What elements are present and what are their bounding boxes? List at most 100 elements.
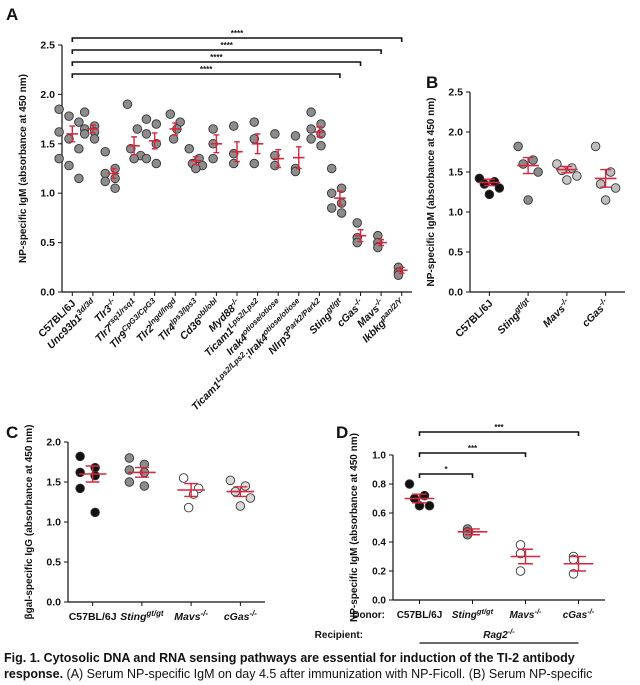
x-tick-label: Mavs-/- xyxy=(509,607,542,622)
data-point xyxy=(191,163,201,174)
data-point xyxy=(533,167,543,177)
data-point xyxy=(184,143,194,154)
data-point xyxy=(523,195,533,205)
label-superscript: -/- xyxy=(534,607,542,616)
data-point xyxy=(494,183,505,193)
data-point xyxy=(270,129,280,139)
error-bar xyxy=(378,238,384,247)
data-point xyxy=(100,146,110,157)
error-bar xyxy=(213,134,220,154)
data-point xyxy=(240,481,251,491)
y-tick-label: 0.2 xyxy=(372,567,386,578)
data-point xyxy=(518,159,528,169)
significance-label: **** xyxy=(231,29,244,38)
data-point xyxy=(306,124,316,134)
data-point xyxy=(139,481,150,491)
error-bar xyxy=(337,190,343,206)
x-tick-label: Mavs-/- xyxy=(539,296,573,330)
error-bar xyxy=(85,465,100,483)
data-point xyxy=(424,501,435,511)
significance-bar xyxy=(71,37,403,42)
data-point xyxy=(515,566,526,576)
y-tick-label: 0.0 xyxy=(46,597,61,609)
data-point xyxy=(122,99,133,110)
error-bar xyxy=(131,136,137,156)
data-point xyxy=(90,507,100,518)
error-bar xyxy=(357,229,364,243)
data-point xyxy=(568,569,579,579)
y-tick-label: 0.6 xyxy=(372,509,386,520)
data-point xyxy=(141,153,152,164)
data-point xyxy=(326,203,337,213)
data-point xyxy=(75,467,85,478)
data-point xyxy=(74,173,84,184)
error-bar xyxy=(90,124,96,134)
data-point xyxy=(110,183,120,194)
figure: A NP-specific IgM (absorbance at 450 nm) 0… xyxy=(6,5,625,644)
panel-letter: B xyxy=(426,73,438,92)
y-tick-label: 2.0 xyxy=(46,437,61,449)
data-point xyxy=(567,163,577,173)
data-point xyxy=(165,109,176,119)
data-point xyxy=(89,134,100,144)
data-point xyxy=(64,111,74,121)
error-bar xyxy=(110,167,117,180)
panel-letter: D xyxy=(336,423,348,442)
label-superscript: -/- xyxy=(508,627,516,636)
significance-bar xyxy=(418,473,474,478)
data-point xyxy=(572,171,582,181)
data-point xyxy=(100,176,110,187)
recipient-label: Recipient: xyxy=(315,630,363,641)
y-tick-label: 0.5 xyxy=(40,237,55,249)
label-superscript: -/- xyxy=(228,296,240,308)
x-tick-label: C57BL/6J xyxy=(397,610,443,621)
x-tick-label: cGas-/- xyxy=(563,607,595,622)
data-point xyxy=(316,141,326,151)
data-point xyxy=(124,453,135,463)
x-tick-label: Stinggt/gt xyxy=(120,609,164,624)
y-tick-label: 1.5 xyxy=(46,477,61,489)
data-point xyxy=(513,141,523,152)
error-bar xyxy=(571,555,586,572)
recipient: Rag2-/- xyxy=(483,627,515,642)
label-part: cGas xyxy=(563,610,588,621)
data-point xyxy=(151,119,162,129)
x-tick-label: Stinggt/gt xyxy=(493,296,534,337)
data-point xyxy=(249,117,260,127)
label-superscript: -/- xyxy=(250,609,258,618)
data-point xyxy=(141,114,152,124)
y-tick-label: 2.5 xyxy=(40,40,55,52)
data-point xyxy=(75,483,85,494)
significance-label: **** xyxy=(210,53,223,62)
error-bar xyxy=(522,156,534,175)
significance-bar xyxy=(71,49,382,54)
panel-letter: A xyxy=(6,5,18,24)
y-tick-label: 0.8 xyxy=(372,480,386,491)
data-point xyxy=(352,218,362,228)
significance-bar xyxy=(71,73,341,78)
y-axis-label: NP-specific IgM (absorbance at 450 nm) xyxy=(349,433,360,622)
error-bar xyxy=(254,133,261,155)
data-point xyxy=(316,119,326,129)
label-part: Sting xyxy=(452,610,477,621)
data-point xyxy=(484,189,495,200)
caption-text: (A) Serum NP-specific IgM on day 4.5 aft… xyxy=(63,667,593,681)
label-part: Mavs xyxy=(509,610,534,621)
error-bar xyxy=(561,165,573,174)
error-bar xyxy=(483,178,495,187)
error-bar xyxy=(275,149,282,169)
x-tick-label: cGas-/- xyxy=(578,296,612,330)
data-point xyxy=(336,198,347,208)
label-superscript: gt/gt xyxy=(476,607,494,616)
y-tick-label: 0.0 xyxy=(448,287,463,299)
data-point xyxy=(590,141,601,152)
label-part: Mavs xyxy=(174,611,200,623)
y-tick-label: 0.0 xyxy=(372,596,386,607)
data-point xyxy=(75,451,85,462)
data-point xyxy=(208,153,218,164)
data-point xyxy=(326,188,337,198)
data-point xyxy=(183,502,194,513)
y-tick-label: 1.5 xyxy=(40,138,55,150)
x-tick-label: cGas-/- xyxy=(224,609,257,624)
